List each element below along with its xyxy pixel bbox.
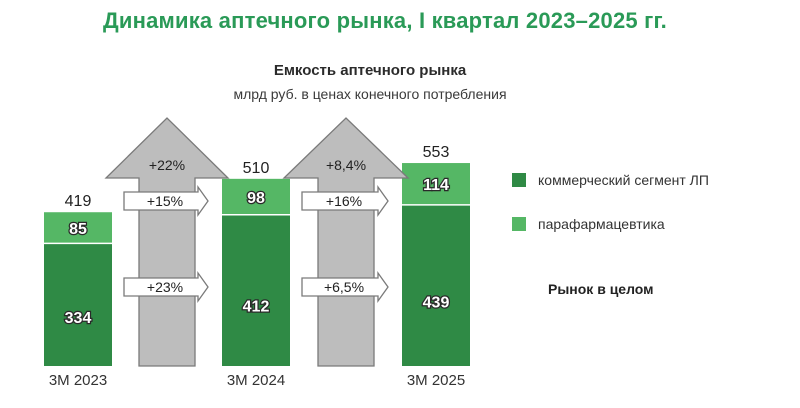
growth-commercial-1-label: +23%	[147, 279, 183, 295]
x-tick-label-1: 3М 2023	[49, 372, 107, 389]
legend-label-parapharm: парафармацевтика	[538, 216, 665, 232]
growth-commercial-1-arrow	[123, 270, 209, 304]
bar-parapharm-3	[402, 163, 470, 205]
chart-subtitle: млрд руб. в ценах конечного потребления	[233, 86, 507, 102]
growth-label-total-2: +8,4%	[326, 157, 366, 173]
x-tick-label-3: 3М 2025	[407, 372, 465, 389]
growth-parapharm-2-arrow	[301, 184, 389, 218]
bar-parapharm-1	[44, 212, 112, 244]
growth-commercial-2-arrow	[301, 270, 389, 304]
legend-swatch-commercial	[512, 173, 526, 187]
growth-commercial-2-label: +6,5%	[324, 279, 364, 295]
legend-label-commercial: коммерческий сегмент ЛП	[538, 172, 709, 188]
market-total-label: Рынок в целом	[548, 281, 654, 297]
value-label-commercial-3: 439	[423, 295, 450, 312]
total-label-3: 553	[423, 144, 450, 161]
main-title: Динамика аптечного рынка, I квартал 2023…	[103, 8, 667, 33]
total-label-2: 510	[243, 160, 270, 177]
legend-item-parapharm: парафармацевтика	[512, 216, 665, 232]
chart-title: Емкость аптечного рынка	[273, 62, 467, 79]
growth-arrow-up-1	[104, 117, 230, 367]
value-label-parapharm-2: 98	[247, 190, 265, 207]
value-label-commercial-2: 412	[243, 299, 270, 316]
x-tick-label-2: 3М 2024	[227, 372, 285, 389]
legend-swatch-parapharm	[512, 217, 526, 231]
growth-label-total-1: +22%	[149, 157, 185, 173]
growth-parapharm-2-label: +16%	[326, 193, 362, 209]
growth-parapharm-1-label: +15%	[147, 193, 183, 209]
bar-commercial-2	[222, 214, 290, 366]
growth-arrow-up-2	[282, 117, 410, 367]
value-label-parapharm-1: 85	[69, 221, 87, 238]
value-label-commercial-1: 334	[65, 310, 92, 327]
growth-parapharm-1-arrow	[123, 184, 209, 218]
bar-commercial-3	[402, 204, 470, 366]
legend-item-commercial: коммерческий сегмент ЛП	[512, 172, 709, 188]
value-label-parapharm-3: 114	[423, 177, 449, 194]
bar-parapharm-2	[222, 178, 290, 215]
bar-commercial-1	[44, 243, 112, 366]
total-label-1: 419	[65, 193, 92, 210]
